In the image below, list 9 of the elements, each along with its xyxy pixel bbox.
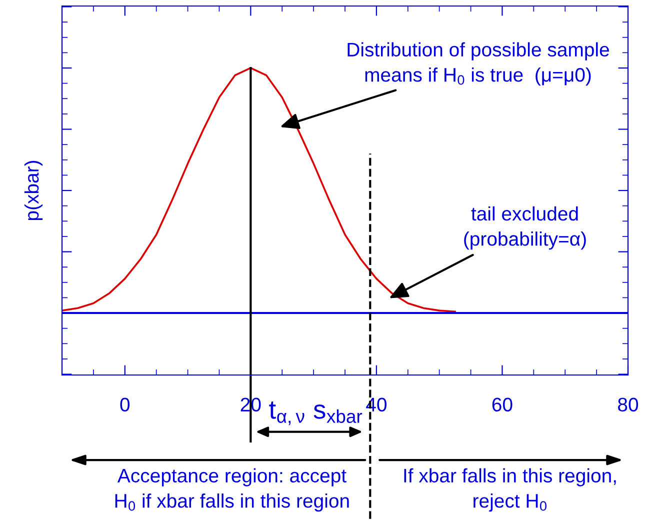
text: t$_{α,ν}$ s$_{xbar}$ bbox=[269, 402, 362, 426]
x-tick-label: 0 bbox=[120, 398, 130, 412]
y-axis-title: p(xbar) bbox=[24, 160, 43, 220]
text: Acceptance region: accept H$_{0}$ if xbar falls in this region bbox=[115, 468, 349, 512]
x-tick-label: 80 bbox=[618, 398, 638, 412]
annotation: Distribution of possible sample means if H$_{0}$ is true (μ=μ0) bbox=[348, 42, 609, 86]
annotation: tail excluded (probability=α) bbox=[464, 206, 586, 250]
text: If xbar falls in this region, reject H$_{0}$ bbox=[404, 468, 616, 512]
x-tick-label: 60 bbox=[492, 398, 512, 412]
